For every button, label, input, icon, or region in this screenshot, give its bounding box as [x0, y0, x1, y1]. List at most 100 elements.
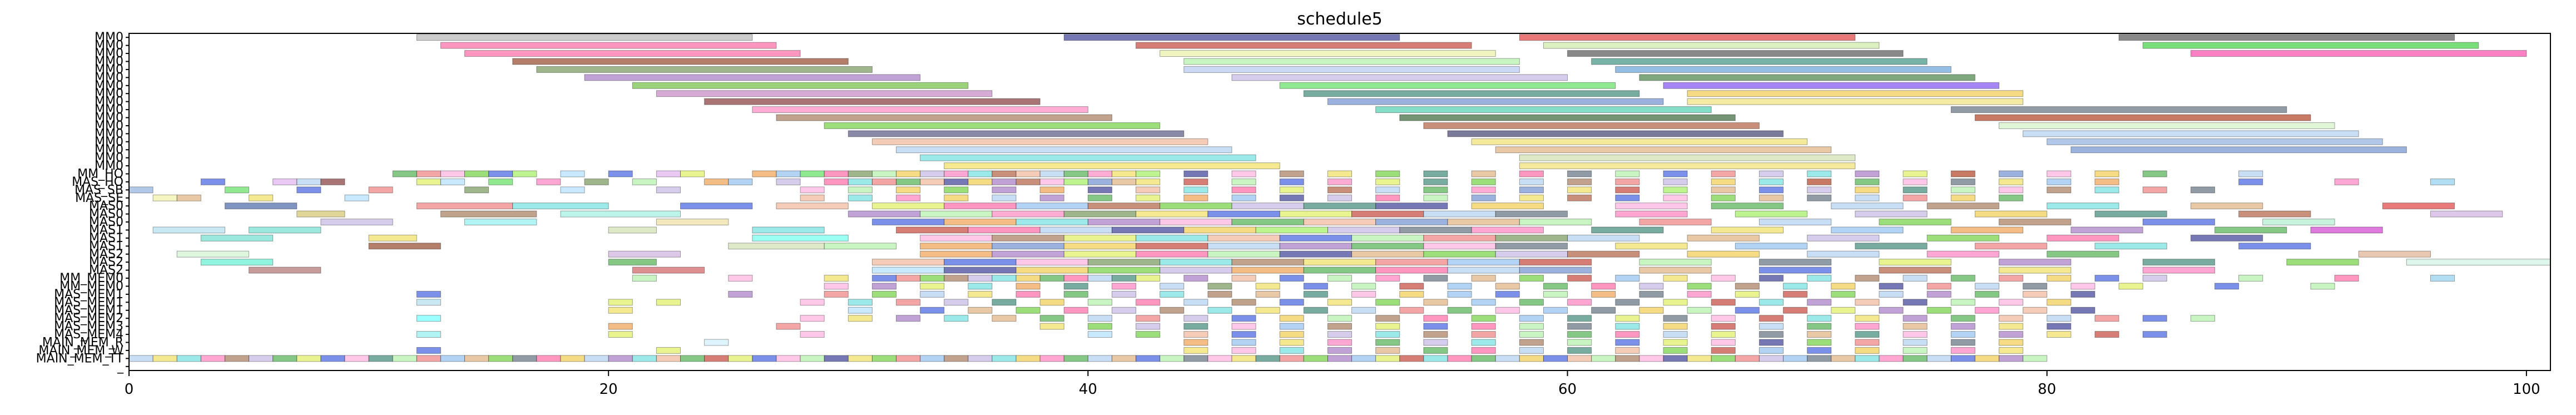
- task-bar: [1998, 266, 2072, 274]
- task-bar: [1111, 170, 1137, 177]
- task-bar: [1735, 210, 1808, 218]
- task-bar: [2262, 219, 2335, 226]
- task-bar: [1903, 347, 1928, 354]
- task-bar: [392, 355, 417, 362]
- task-bar: [1303, 355, 1328, 362]
- task-bar: [1471, 194, 1496, 201]
- task-bar: [1183, 194, 1208, 201]
- task-bar: [1998, 323, 2024, 330]
- task-bar: [1063, 234, 1137, 241]
- y-tick-label: MM_MEM0: [60, 271, 123, 285]
- task-bar: [1519, 275, 1544, 282]
- task-bar: [871, 275, 896, 282]
- task-bar: [752, 106, 1088, 113]
- task-bar: [920, 355, 945, 362]
- task-bar: [920, 243, 993, 250]
- task-bar: [1855, 315, 1880, 322]
- task-bar: [249, 194, 274, 201]
- task-bar: [1879, 290, 1904, 298]
- task-bar: [1495, 355, 1520, 362]
- task-bar: [1423, 243, 1496, 250]
- task-bar: [1303, 259, 1376, 266]
- task-bar: [560, 355, 585, 362]
- task-bar: [1327, 275, 1353, 282]
- task-bar: [608, 331, 633, 338]
- task-bar: [1015, 290, 1041, 298]
- task-bar: [1039, 178, 1064, 185]
- task-bar: [871, 266, 945, 274]
- task-bar: [1423, 331, 1448, 338]
- task-bar: [1063, 170, 1088, 177]
- task-bar: [1758, 339, 1784, 346]
- task-bar: [1687, 290, 1712, 298]
- task-bar: [152, 355, 177, 362]
- task-bar: [2142, 186, 2167, 194]
- task-bar: [895, 299, 921, 306]
- task-bar: [488, 170, 513, 177]
- task-bar: [1758, 194, 1784, 201]
- task-bar: [1758, 331, 1784, 338]
- task-bar: [1758, 347, 1784, 354]
- y-tick-label: MAS_MEM1: [54, 304, 123, 318]
- task-bar: [2094, 186, 2119, 194]
- task-bar: [944, 299, 969, 306]
- task-bar: [1087, 259, 1161, 266]
- task-bar: [1015, 266, 1088, 274]
- task-bar: [1735, 355, 1760, 362]
- x-tick-label: 20: [600, 381, 618, 398]
- task-bar: [368, 234, 417, 241]
- task-bar: [2094, 315, 2119, 322]
- task-bar: [1807, 275, 1832, 282]
- task-bar: [2142, 42, 2479, 49]
- task-bar: [1903, 355, 1928, 362]
- task-bar: [871, 202, 945, 210]
- task-bar: [440, 210, 537, 218]
- task-bar: [1111, 307, 1137, 314]
- task-bar: [1231, 194, 1256, 201]
- task-bar: [1567, 50, 1904, 57]
- task-bar: [1711, 299, 1736, 306]
- task-bar: [1351, 355, 1376, 362]
- task-bar: [2070, 226, 2143, 234]
- task-bar: [1327, 186, 1353, 194]
- task-bar: [1783, 355, 1808, 362]
- task-bar: [2310, 283, 2335, 290]
- task-bar: [992, 210, 1064, 218]
- task-bar: [1998, 275, 2024, 282]
- task-bar: [1063, 34, 1400, 41]
- task-bar: [1375, 347, 1400, 354]
- task-bar: [1879, 266, 1951, 274]
- task-bar: [416, 178, 441, 185]
- task-bar: [1567, 323, 1592, 330]
- task-bar: [1183, 347, 1208, 354]
- task-bar: [512, 355, 537, 362]
- task-bar: [1375, 170, 1400, 177]
- task-bar: [1423, 210, 1496, 218]
- task-bar: [1183, 355, 1208, 362]
- task-bar: [1639, 290, 1664, 298]
- task-bar: [1087, 355, 1112, 362]
- task-bar: [752, 234, 849, 241]
- task-bar: [1303, 290, 1328, 298]
- task-bar: [1495, 234, 1568, 241]
- task-bar: [1567, 275, 1592, 282]
- task-bar: [1950, 323, 1975, 330]
- x-tick-label: 100: [2513, 381, 2540, 398]
- task-bar: [416, 355, 441, 362]
- task-bar: [1711, 226, 1784, 234]
- y-tick-label: MAS2: [89, 264, 123, 278]
- task-bar: [416, 315, 441, 322]
- task-bar: [992, 250, 1064, 258]
- task-bar: [1447, 266, 1520, 274]
- task-bar: [1087, 331, 1112, 338]
- task-bar: [1926, 234, 1999, 241]
- task-bar: [1831, 307, 1856, 314]
- task-bar: [1831, 226, 1904, 234]
- task-bar: [1087, 219, 1161, 226]
- task-bar: [2023, 130, 2359, 137]
- task-bar: [2238, 178, 2263, 185]
- task-bar: [1207, 307, 1232, 314]
- task-bar: [1615, 339, 1640, 346]
- task-bar: [1758, 275, 1784, 282]
